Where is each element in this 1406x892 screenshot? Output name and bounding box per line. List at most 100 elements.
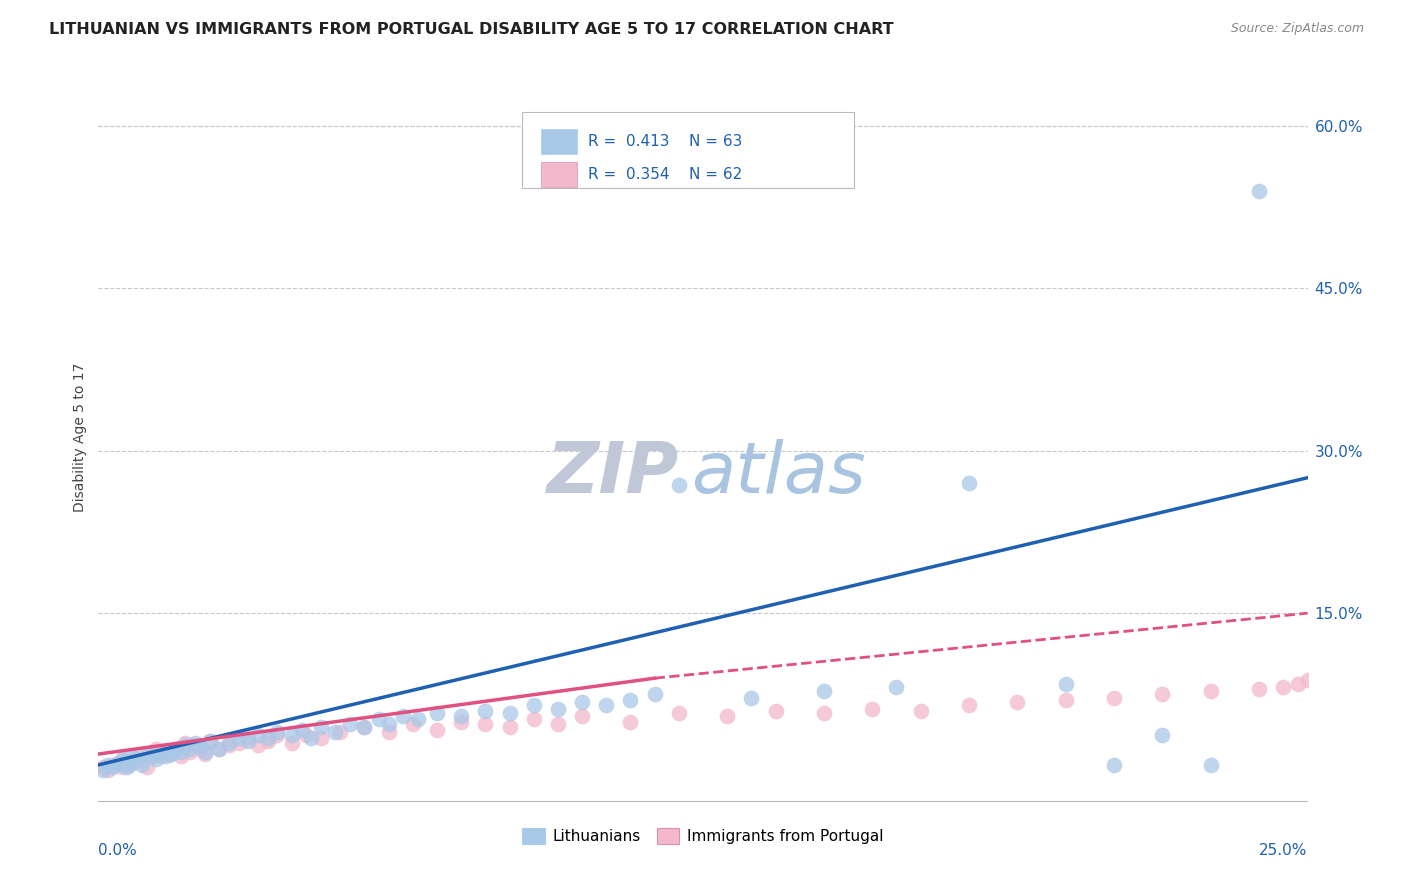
Point — [111, 757, 134, 772]
Point — [145, 752, 167, 766]
Point — [97, 757, 120, 772]
Point — [117, 757, 139, 772]
Point — [121, 756, 143, 770]
Legend: Lithuanians, Immigrants from Portugal: Lithuanians, Immigrants from Portugal — [516, 822, 890, 850]
Point — [228, 736, 250, 750]
Point — [117, 760, 139, 774]
Y-axis label: Disability Age 5 to 17: Disability Age 5 to 17 — [73, 362, 87, 512]
Point — [368, 712, 391, 726]
Point — [402, 716, 425, 731]
FancyBboxPatch shape — [541, 129, 578, 154]
Point — [155, 749, 177, 764]
Point — [247, 739, 270, 753]
Point — [668, 478, 690, 492]
Point — [247, 727, 270, 741]
Point — [957, 476, 980, 491]
Point — [309, 731, 332, 745]
Point — [91, 760, 114, 774]
Point — [198, 734, 221, 748]
Point — [208, 741, 231, 756]
Point — [198, 734, 221, 748]
Point — [716, 709, 738, 723]
Text: 0.0%: 0.0% — [98, 843, 138, 858]
Point — [238, 734, 260, 748]
Point — [141, 749, 163, 764]
Point — [131, 757, 153, 772]
Point — [1007, 695, 1029, 709]
Point — [107, 756, 129, 770]
Point — [111, 752, 134, 766]
Point — [595, 698, 617, 713]
Point — [179, 745, 201, 759]
Text: ZIP: ZIP — [547, 439, 679, 508]
Point — [474, 704, 496, 718]
Point — [121, 749, 143, 764]
Point — [169, 745, 191, 759]
Point — [295, 727, 318, 741]
Point — [150, 749, 173, 764]
Point — [179, 741, 201, 756]
Text: 25.0%: 25.0% — [1260, 843, 1308, 858]
Point — [188, 741, 211, 756]
Point — [145, 741, 167, 756]
Point — [571, 709, 593, 723]
Point — [353, 720, 375, 734]
Point — [121, 756, 143, 770]
Point — [523, 712, 546, 726]
Point — [174, 736, 197, 750]
Point — [194, 745, 217, 759]
FancyBboxPatch shape — [541, 162, 578, 186]
Point — [325, 725, 347, 739]
Point — [165, 741, 187, 756]
FancyBboxPatch shape — [522, 112, 855, 188]
Point — [1152, 727, 1174, 741]
Point — [228, 731, 250, 745]
Point — [174, 739, 197, 753]
Point — [1272, 680, 1295, 694]
Point — [111, 760, 134, 774]
Point — [309, 720, 332, 734]
Point — [256, 731, 278, 745]
Point — [1296, 673, 1319, 688]
Point — [450, 709, 472, 723]
Text: Source: ZipAtlas.com: Source: ZipAtlas.com — [1230, 22, 1364, 36]
Point — [111, 752, 134, 766]
Point — [547, 701, 569, 715]
Point — [353, 720, 375, 734]
Point — [1102, 690, 1125, 705]
Point — [135, 760, 157, 774]
Point — [194, 747, 217, 761]
Point — [426, 723, 449, 738]
Point — [127, 752, 149, 766]
Point — [668, 706, 690, 720]
Text: atlas: atlas — [690, 439, 866, 508]
Point — [619, 693, 641, 707]
Point — [571, 695, 593, 709]
Point — [1249, 184, 1271, 198]
Point — [498, 720, 520, 734]
Point — [256, 734, 278, 748]
Point — [813, 706, 835, 720]
Point — [619, 714, 641, 729]
Point — [184, 739, 207, 753]
Point — [426, 706, 449, 720]
Point — [97, 764, 120, 778]
Point — [160, 747, 183, 761]
Point — [740, 690, 762, 705]
Point — [1199, 684, 1222, 698]
Point — [474, 716, 496, 731]
Point — [523, 698, 546, 713]
Point — [101, 760, 124, 774]
Point — [299, 731, 322, 745]
Point — [644, 688, 666, 702]
Point — [281, 727, 304, 741]
Point — [101, 757, 124, 772]
Point — [765, 704, 787, 718]
Point — [238, 731, 260, 745]
Point — [1102, 757, 1125, 772]
Point — [218, 739, 240, 753]
Text: R =  0.413    N = 63: R = 0.413 N = 63 — [588, 134, 742, 149]
Point — [150, 745, 173, 759]
Point — [498, 706, 520, 720]
Point — [392, 709, 415, 723]
